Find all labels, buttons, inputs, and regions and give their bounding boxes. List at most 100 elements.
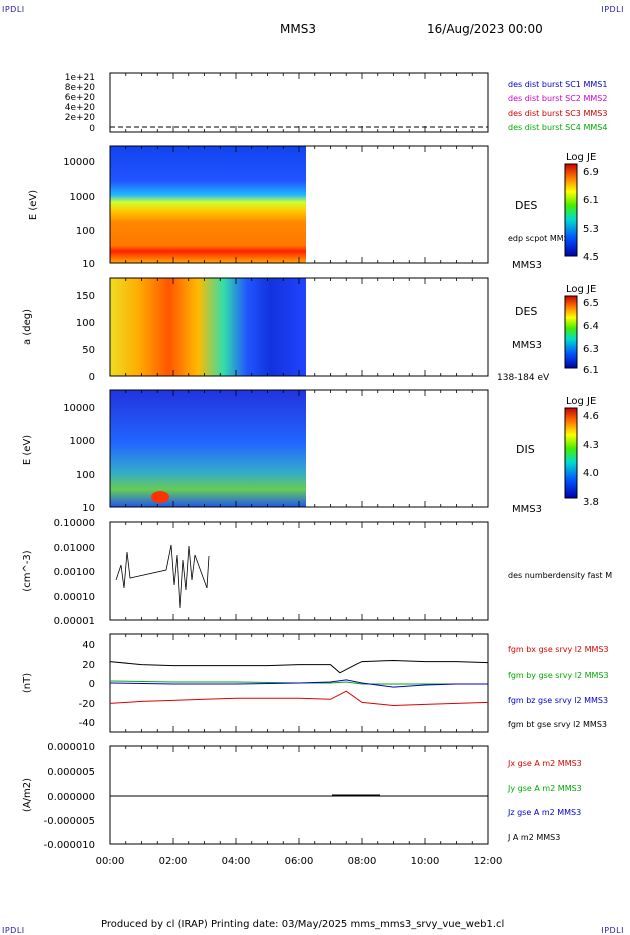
y-tick-label: 20 — [82, 660, 95, 671]
dis-energy-ylabel: E (eV) — [22, 435, 33, 465]
colorbar-tick: 4.3 — [583, 440, 599, 451]
y-tick-label: 0 — [89, 372, 95, 383]
des-energy-colorbar — [564, 163, 578, 257]
des-instrument-label: DES — [515, 199, 537, 212]
y-tick-label: 100 — [76, 470, 95, 481]
y-tick-label: 0.01000 — [54, 543, 95, 554]
y-tick-label: 10 — [82, 259, 95, 270]
colorbar-tick: 6.1 — [583, 195, 599, 206]
colorbar-tick: 5.3 — [583, 224, 599, 235]
colorbar-title: Log JE — [566, 152, 596, 163]
current-ylabel: (A/m2) — [22, 778, 33, 812]
spacecraft-title: MMS3 — [280, 22, 316, 36]
y-tick-label: -20 — [79, 699, 95, 710]
y-tick-label: 0.00100 — [54, 567, 95, 578]
bfield-lines — [109, 659, 489, 707]
y-tick-label: 50 — [82, 345, 95, 356]
colorbar-tick: 4.5 — [583, 252, 599, 263]
time-label: 06:00 — [285, 856, 314, 867]
y-tick-label: 6e+20 — [65, 93, 96, 103]
spacecraft-label: MMS3 — [512, 340, 542, 351]
burst-panel-frame — [109, 72, 489, 133]
time-label: 00:00 — [96, 856, 125, 867]
y-tick-label: 0.00001 — [54, 616, 95, 627]
legend-entry: fgm by gse srvy l2 MMS3 — [508, 671, 609, 680]
colorbar-tick: 4.0 — [583, 468, 599, 479]
dis-hot-spot — [151, 491, 169, 503]
y-tick-label: 1e+21 — [65, 73, 95, 83]
current-frame — [109, 745, 489, 845]
y-tick-label: 1000 — [70, 436, 95, 447]
time-axis-labels: 00:00 02:00 04:00 06:00 08:00 10:00 12:0… — [96, 856, 503, 867]
density-ylabel: (cm^-3) — [22, 550, 33, 591]
colorbar-tick: 4.6 — [583, 411, 599, 422]
dis-instrument-label: DIS — [516, 443, 535, 456]
colorbar-tick: 3.8 — [583, 497, 599, 508]
legend-entry: Jy gse A m2 MMS3 — [507, 784, 582, 793]
y-tick-label: -0.000010 — [44, 840, 95, 851]
time-label: 08:00 — [348, 856, 377, 867]
corner-tag-top-right: IPDLI — [601, 5, 624, 14]
burst-legend: des dist burst SC1 MMS1 des dist burst S… — [508, 80, 607, 132]
spacecraft-label: MMS3 — [512, 504, 542, 515]
corner-tag-bottom-left: IPDLI — [2, 926, 25, 935]
time-label: 12:00 — [474, 856, 503, 867]
colorbar-tick: 6.3 — [583, 344, 599, 355]
colorbar-tick: 6.9 — [583, 167, 599, 178]
bfield-series-line — [109, 679, 488, 688]
y-tick-label: 0.000005 — [47, 767, 95, 778]
legend-entry: fgm bz gse srvy l2 MMS3 — [508, 696, 608, 705]
des-energy-spectrogram — [110, 146, 306, 263]
legend-entry: des dist burst SC4 MMS4 — [508, 123, 607, 132]
colorbar-tick: 6.5 — [583, 298, 599, 309]
y-tick-label: 0 — [89, 124, 95, 134]
legend-entry: des dist burst SC3 MMS3 — [508, 109, 607, 118]
corner-tag-top-left: IPDLI — [2, 5, 25, 14]
legend-entry: des dist burst SC2 MMS2 — [508, 94, 607, 103]
spacecraft-label: MMS3 — [512, 260, 542, 271]
y-tick-label: 100 — [76, 318, 95, 329]
colorbar-title: Log JE — [566, 284, 596, 295]
y-tick-label: 8e+20 — [65, 83, 96, 93]
y-tick-label: -0.000005 — [44, 816, 95, 827]
bfield-series-line — [109, 680, 488, 685]
bfield-series-line — [109, 659, 489, 674]
time-label: 02:00 — [159, 856, 188, 867]
y-tick-label: 100 — [76, 226, 95, 237]
legend-entry: fgm bx gse srvy l2 MMS3 — [508, 645, 609, 654]
legend-entry: des numberdensity fast M — [508, 571, 612, 580]
bfield-ylabel: (nT) — [22, 673, 33, 693]
energy-band-label: 138-184 eV — [497, 373, 550, 383]
legend-entry: J A m2 MMS3 — [507, 833, 560, 842]
legend-entry: Jz gse A m2 MMS3 — [507, 808, 581, 817]
y-tick-label: 10000 — [63, 403, 95, 414]
y-tick-label: 4e+20 — [65, 103, 96, 113]
y-tick-label: 0 — [89, 679, 95, 690]
y-tick-label: 40 — [82, 640, 95, 651]
y-tick-label: 150 — [76, 291, 95, 302]
burst-y-ticks: 1e+21 8e+20 6e+20 4e+20 2e+20 0 — [65, 73, 96, 134]
density-frame — [109, 521, 489, 621]
dis-energy-spectrogram — [110, 390, 306, 507]
colorbar-title: Log JE — [566, 396, 596, 407]
y-tick-label: 0.00010 — [54, 592, 95, 603]
time-label: 10:00 — [411, 856, 440, 867]
y-tick-label: 2e+20 — [65, 113, 96, 123]
des-instrument-label: DES — [515, 305, 537, 318]
scpot-label: edp scpot MMS3 — [508, 234, 574, 243]
density-trace — [115, 544, 210, 609]
colorbar-tick: 6.1 — [583, 365, 599, 376]
colorbar-tick: 6.4 — [583, 321, 599, 332]
y-tick-label: -40 — [79, 718, 95, 729]
des-pitch-spectrogram — [110, 278, 306, 376]
date-title: 16/Aug/2023 00:00 — [427, 22, 543, 36]
des-pitch-colorbar — [564, 295, 578, 369]
y-tick-label: 1000 — [70, 192, 95, 203]
legend-entry: fgm bt gse srvy l2 MMS3 — [508, 720, 607, 729]
footer-credit: Produced by cl (IRAP) Printing date: 03/… — [101, 919, 505, 930]
legend-entry: Jx gse A m2 MMS3 — [507, 759, 582, 768]
dis-energy-colorbar — [564, 407, 578, 499]
time-axis-ticks — [109, 73, 489, 844]
des-energy-ylabel: E (eV) — [28, 190, 39, 220]
